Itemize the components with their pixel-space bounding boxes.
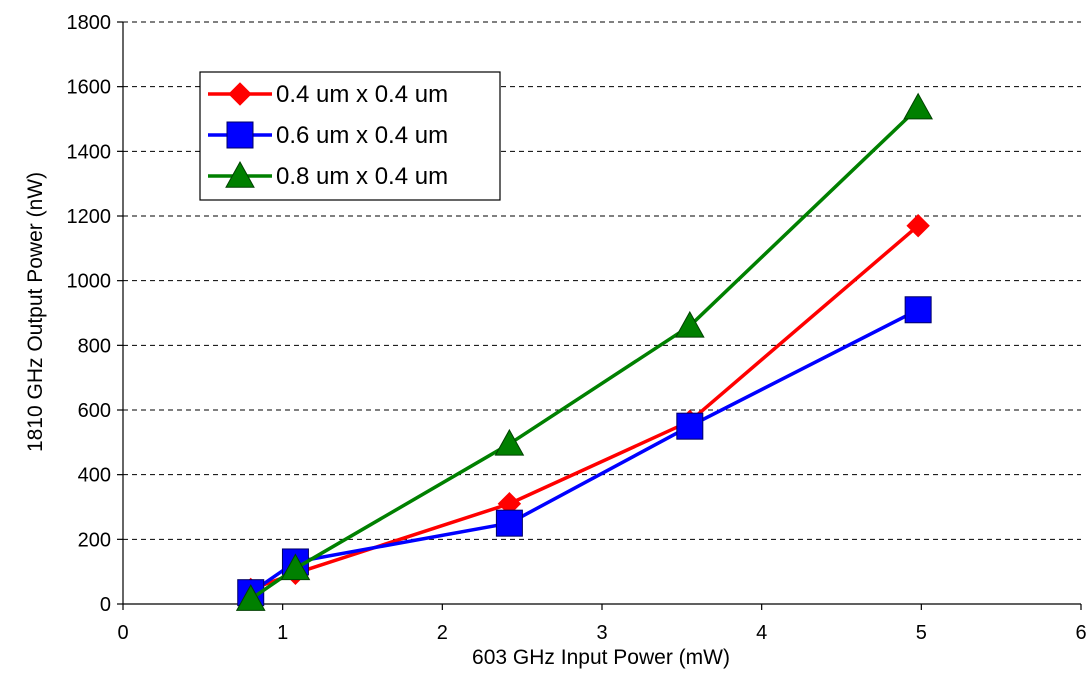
legend-item: 0.4 um x 0.4 um [208, 81, 448, 108]
data-point [904, 296, 932, 324]
y-tick-label: 1400 [67, 141, 112, 163]
x-tick-label: 6 [1075, 622, 1086, 644]
y-tick-label: 200 [78, 529, 111, 551]
y-tick-label: 1800 [67, 12, 112, 34]
y-tick-label: 600 [78, 400, 111, 422]
x-tick-label: 2 [437, 622, 448, 644]
data-series [235, 92, 933, 611]
x-tick-label: 5 [916, 622, 927, 644]
y-tick-label: 400 [78, 465, 111, 487]
legend-marker [226, 121, 254, 149]
legend-label: 0.4 um x 0.4 um [276, 81, 448, 108]
axes [117, 21, 1082, 610]
series-3 [235, 92, 933, 611]
data-point [235, 584, 266, 611]
legend-label: 0.8 um x 0.4 um [276, 163, 448, 190]
y-tick-label: 0 [100, 594, 111, 616]
data-point [280, 553, 311, 581]
y-tick-label: 1000 [67, 271, 112, 293]
legend-item: 0.8 um x 0.4 um [208, 160, 448, 190]
legend-item: 0.6 um x 0.4 um [208, 121, 448, 149]
data-point [494, 428, 525, 456]
data-point [674, 310, 705, 338]
data-point [495, 509, 523, 537]
legend-marker [228, 82, 252, 106]
x-axis-title: 603 GHz Input Power (mW) [472, 646, 730, 669]
series-line [249, 308, 919, 595]
x-tick-label: 0 [117, 622, 128, 644]
data-point [903, 92, 933, 120]
legend-marker [225, 160, 255, 188]
data-point [906, 213, 930, 238]
y-tick-label: 800 [78, 335, 111, 357]
legend: 0.4 um x 0.4 um 0.6 um x 0.4 um 0.8 um x 0… [199, 71, 501, 201]
y-axis-title: 1810 GHz Output Power (nW) [24, 172, 47, 452]
y-tick-label: 1200 [67, 206, 112, 228]
x-tick-label: 1 [277, 622, 288, 644]
y-tick-label: 1600 [67, 77, 112, 99]
legend-label: 0.6 um x 0.4 um [276, 122, 448, 149]
tick-labels: 0 200 400 600 800 1000 1200 1400 1600 1800 0 1 2 3 4 5 6 [67, 12, 1087, 644]
x-tick-label: 4 [756, 622, 767, 644]
x-tick-label: 3 [596, 622, 607, 644]
data-point [676, 412, 704, 440]
